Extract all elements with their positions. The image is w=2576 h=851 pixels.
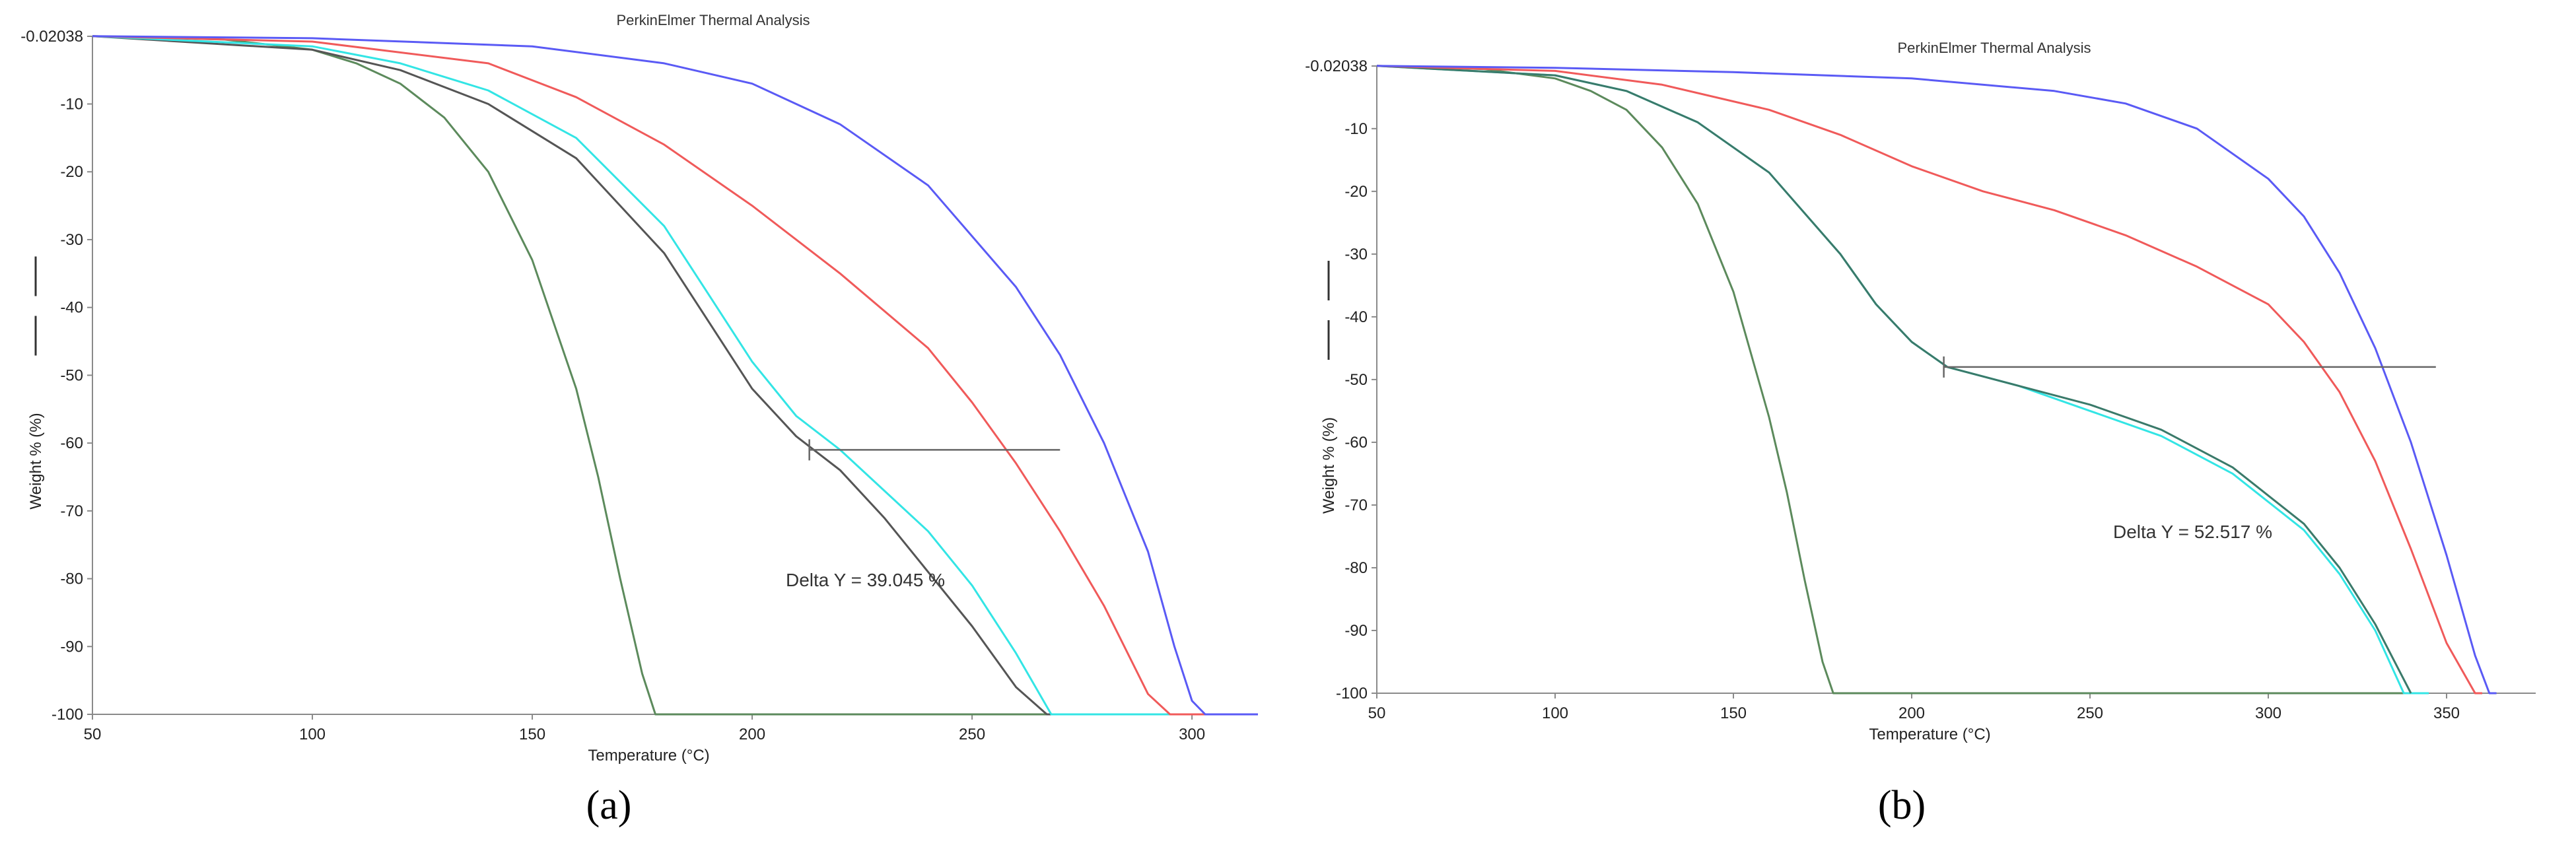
chart-title: PerkinElmer Thermal Analysis [616,12,810,28]
x-tick-label: 300 [2255,704,2281,722]
caption-a: (a) [586,783,632,828]
y-tick-label: -90 [60,638,83,656]
y-tick-label: -100 [52,706,83,724]
chart-panel-a: PerkinElmer Thermal Analysis 50 100 150 200 2… [20,12,1258,828]
x-tick-label: 150 [1720,704,1747,722]
y-tick-label: -100 [1336,685,1368,702]
x-tick-label: 200 [739,726,765,743]
y-tick-label: -70 [60,502,83,520]
delta-annotation: Delta Y = 52.517 % [2113,522,2272,542]
series-line-3 [92,35,1258,716]
x-tick-label: 150 [519,726,545,743]
chart-title: PerkinElmer Thermal Analysis [1897,40,2091,56]
series-line-4 [92,35,1258,716]
y-axis-label: Weight % (%) [1320,417,1338,514]
x-tick-label: 100 [299,726,326,743]
x-tick-label: 50 [1368,704,1386,722]
x-tick-label: 50 [84,726,102,743]
y-tick-label: -80 [1344,559,1368,577]
x-tick-label: 100 [1542,704,1568,722]
x-axis-label: Temperature (°C) [588,747,709,765]
y-tick-label: -60 [1344,434,1368,452]
y-tick-label: -50 [60,366,83,384]
y-tick-label: -70 [1344,496,1368,514]
delta-annotation: Delta Y = 39.045 % [786,570,945,590]
series-line-2 [92,35,1258,716]
y-axis-label: Weight % (%) [27,413,45,509]
x-tick-label: 300 [1179,726,1205,743]
tga-chart-a: PerkinElmer Thermal Analysis 50 100 150 200 2… [20,12,1258,765]
y-tick-label: -40 [60,299,83,317]
series-line-1 [92,35,1258,716]
tga-chart-b: PerkinElmer Thermal Analysis 50 100 150 200 2… [1305,40,2536,743]
x-tick-label: 250 [2077,704,2103,722]
y-tick-label: -0.02038 [20,28,83,46]
y-tick-label: -20 [1344,183,1368,201]
series-line-4 [1376,65,2482,695]
x-axis-label: Temperature (°C) [1869,726,1990,743]
y-tick-label: -40 [1344,308,1368,326]
series-line-3 [1376,65,2412,694]
x-tick-label: 250 [959,726,985,743]
y-tick-label: -20 [60,163,83,181]
y-tick-label: -10 [60,96,83,114]
y-tick-label: -50 [1344,371,1368,389]
y-tick-label: -30 [1344,246,1368,263]
y-tick-label: -0.02038 [1305,57,1368,75]
x-tick-label: 200 [1898,704,1925,722]
x-tick-label: 350 [2433,704,2460,722]
series-line-5 [1376,65,2497,695]
y-tick-label: -60 [60,434,83,452]
series-line-5 [92,35,1258,716]
y-tick-label: -10 [1344,120,1368,138]
chart-panel-b: PerkinElmer Thermal Analysis 50 100 150 200 2… [1288,0,2576,851]
y-tick-label: -30 [60,231,83,249]
y-tick-label: -80 [60,570,83,588]
series-line-2 [1376,65,2429,695]
series-line-1 [1376,65,2411,695]
y-tick-label: -90 [1344,622,1368,640]
caption-b: (b) [1877,783,1926,828]
